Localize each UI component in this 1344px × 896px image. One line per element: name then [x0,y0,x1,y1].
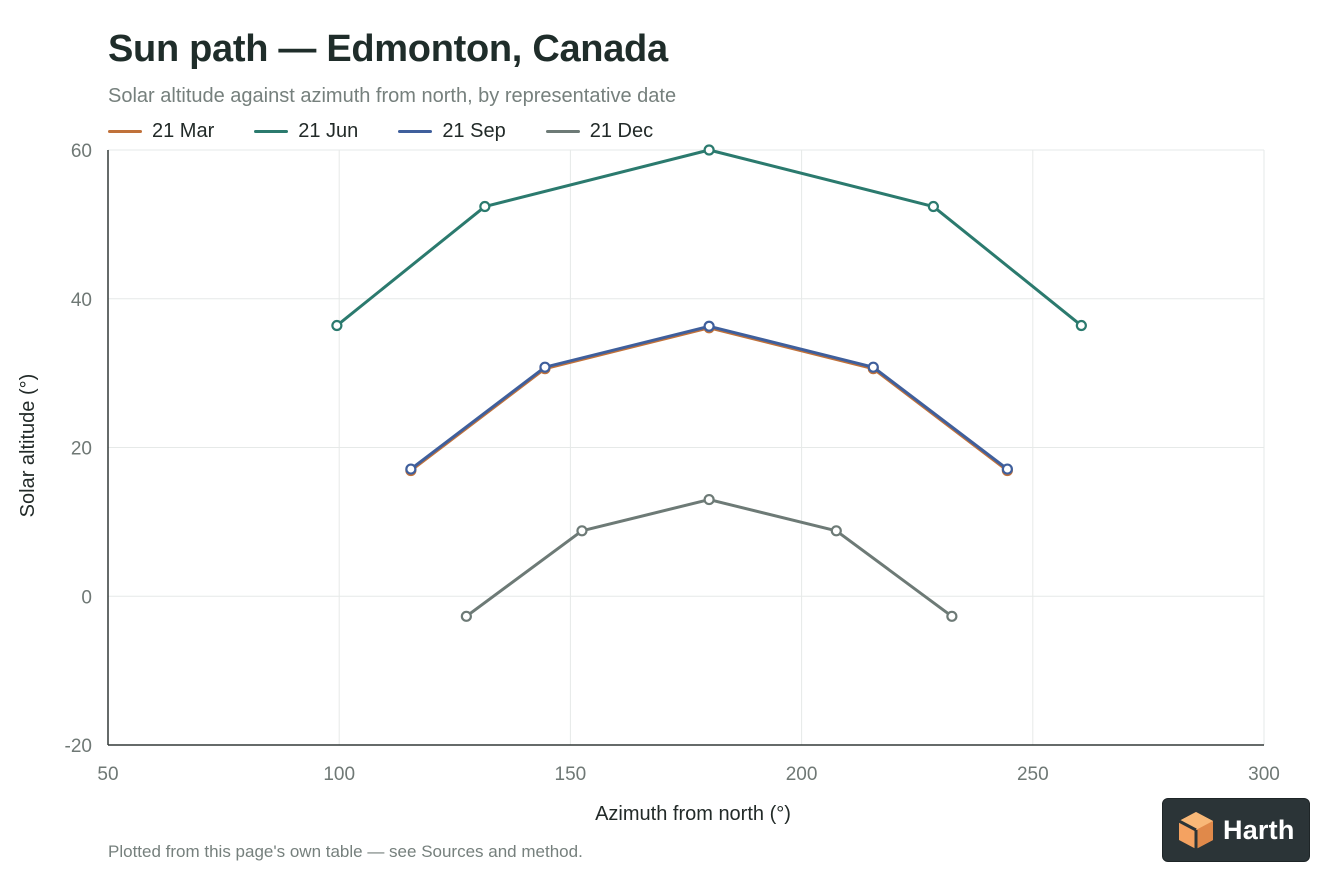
series-line-21-mar [409,326,1009,472]
x-tick-label: 200 [786,764,818,785]
data-point-21-sep [1001,463,1013,475]
data-point-21-dec [946,610,958,622]
y-tick-label: 60 [71,141,92,162]
y-tick-label: -20 [65,736,92,757]
legend: 21 Mar 21 Jun 21 Sep 21 Dec [108,120,693,143]
footnote: Plotted from this page's own table — see… [108,842,583,861]
x-tick-label: 100 [323,764,355,785]
data-point-21-jun [479,200,491,213]
legend-label: 21 Jun [298,120,359,142]
legend-swatch [254,130,289,133]
data-point-21-jun [927,200,939,213]
x-tick-label: 250 [1017,764,1049,785]
data-point-21-sep [703,320,715,332]
legend-label: 21 Dec [589,120,654,142]
logo-text: Harth [1223,814,1295,845]
legend-item-21-mar: 21 Mar [108,120,214,143]
y-tick-label: 0 [81,587,92,608]
harth-logo: Harth [1162,798,1310,862]
data-point-21-jun [1075,319,1087,332]
data-point-21-dec [460,610,472,622]
chart-title: Sun path — Edmonton, Canada [108,28,668,70]
chart-subtitle: Solar altitude against azimuth from nort… [108,85,677,107]
x-tick-label: 150 [555,764,587,785]
legend-swatch [108,130,142,133]
data-point-21-jun [331,319,343,332]
cube-logo-icon [1178,812,1213,849]
data-point-21-jun [703,144,715,156]
data-point-21-dec [703,493,715,506]
x-tick-label: 50 [97,764,118,785]
y-tick-label: 40 [71,290,92,311]
legend-swatch [398,130,433,133]
legend-item-21-dec: 21 Dec [545,120,654,143]
legend-item-21-jun: 21 Jun [254,120,358,143]
data-point-21-sep [867,361,879,373]
data-point-21-sep [405,463,417,475]
y-axis-label: Solar altitude (°) [17,374,39,518]
data-point-21-dec [576,525,588,537]
legend-label: 21 Sep [442,120,506,142]
legend-item-21-sep: 21 Sep [398,120,506,143]
data-point-21-sep [539,361,551,373]
legend-swatch [545,130,580,133]
legend-label: 21 Mar [152,120,215,142]
y-tick-label: 20 [71,439,92,460]
x-tick-label: 300 [1248,764,1280,785]
data-point-21-dec [830,525,842,537]
x-axis-label: Azimuth from north (°) [595,803,791,825]
series-line-21-dec [465,498,953,618]
